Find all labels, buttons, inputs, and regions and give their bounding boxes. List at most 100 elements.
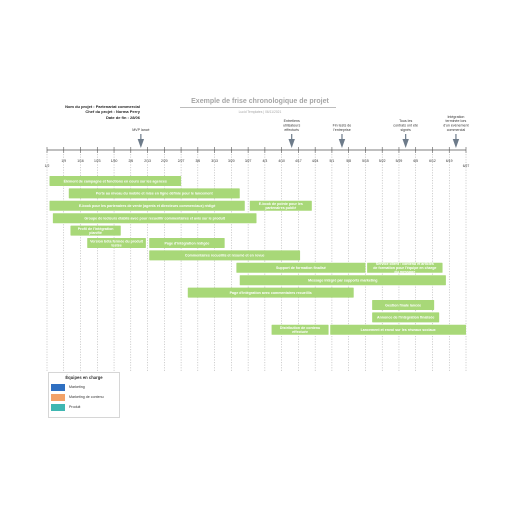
- project-manager-line: Chef du projet : Norma Perry: [85, 109, 140, 115]
- task-bar-rect: [52, 213, 257, 224]
- task-bar-rect: [330, 324, 466, 335]
- tick-label: 1/9: [61, 159, 66, 163]
- milestone-marker-icon: [137, 139, 145, 148]
- task-bar-rect: [149, 250, 301, 261]
- task-bar: Page d'intégration avec commentaires rec…: [187, 287, 354, 298]
- task-bar-label: Version bêta fermée du produit testée: [90, 239, 144, 247]
- task-bar-label: E-book de pointe pour les partenaires pub…: [259, 202, 303, 210]
- tick-label: 4/24: [312, 159, 319, 163]
- task-bar: Lancement et envoi sur les réseaux socia…: [330, 324, 466, 335]
- milestone-label: Tous les contrats ont été signés: [393, 119, 418, 132]
- milestone: Fin tests de l'entreprise: [333, 124, 352, 148]
- milestone-label: MVP lancé: [132, 128, 149, 132]
- title-underline: [180, 107, 336, 108]
- tick-label: 2/13: [144, 159, 151, 163]
- task-bar: Distribution de contenu effectuée: [271, 324, 329, 335]
- legend-label: Marketing: [69, 385, 85, 389]
- task-bar: E-book pour les partenaires de vente (ag…: [49, 200, 245, 211]
- task-bar-label: Lancement et envoi sur les réseaux socia…: [361, 328, 436, 332]
- task-bar-rect: [187, 287, 354, 298]
- task-bar-label: Commentaires recueillis et résumé et en …: [185, 254, 265, 258]
- tick-label: 5/1: [330, 159, 335, 163]
- task-bar: Gestion finale lancée: [372, 300, 435, 310]
- task-bar-label: Profil de l'intégration planifié: [78, 227, 114, 235]
- task-bar-label: Perte au niveau du mobile et mise en lig…: [96, 192, 214, 196]
- milestone-label: Fin tests de l'entreprise: [333, 124, 352, 132]
- tick-label: 5/29: [396, 159, 403, 163]
- milestones: MVP lancé Entretiens utilisateurs effectués…: [132, 115, 469, 148]
- tick-label: 3/6: [195, 159, 200, 163]
- task-bar-label: Gestion finale lancée: [385, 303, 421, 307]
- tick-label: 5/15: [362, 159, 369, 163]
- task-bar: Message intégré par supports marketing: [239, 275, 446, 286]
- milestone-label: Intégration terminée lors d'un événement co…: [443, 115, 468, 132]
- tick-label: 1/16: [77, 159, 84, 163]
- tick-label: 6/5: [413, 159, 418, 163]
- task-bar-rect: [87, 238, 146, 248]
- task-bar: Groupe de lecteurs établis avec pour rec…: [52, 213, 257, 224]
- task-bar-label: Page d'intégration rédigée: [164, 241, 209, 245]
- task-bar-rect: [249, 200, 312, 211]
- task-bar-label: Distribution de contenu effectuée: [280, 326, 320, 334]
- task-bar-label: Service client : contenu et articles de f…: [373, 262, 436, 274]
- task-bar: Perte au niveau du mobile et mise en lig…: [68, 188, 240, 199]
- page-subtitle: Lucid Templates | 06/11/2021: [238, 110, 282, 114]
- tick-label: 6/12: [429, 159, 436, 163]
- milestone: Tous les contrats ont été signés: [393, 119, 418, 148]
- milestone-label: Entretiens utilisateurs effectués: [283, 119, 300, 132]
- tick-label: 3/27: [245, 159, 252, 163]
- tick-label: 1/23: [94, 159, 101, 163]
- tick-label: 6/19: [446, 159, 453, 163]
- milestone-marker-icon: [288, 139, 295, 148]
- timeline-axis: 1/2 1/9 1/16 1/23 1/30 2/6 2/13 2/20 2/27 3/6 3/13…: [45, 147, 470, 168]
- task-bar: E-book de pointe pour les partenaires pub…: [249, 200, 312, 211]
- task-bar-rect: [68, 188, 240, 199]
- legend-title: Équipes en charge: [65, 375, 103, 380]
- legend: Équipes en charge Marketing Marketing de…: [48, 372, 120, 418]
- legend-item-content-marketing: Marketing de contenu: [51, 393, 104, 401]
- tick-label: 2/27: [178, 159, 185, 163]
- tick-label: 6/27: [463, 164, 470, 168]
- milestone-marker-icon: [402, 139, 409, 148]
- project-end-date-line: Date de fin : 28/06: [105, 114, 140, 120]
- tick-label: 4/10: [278, 159, 285, 163]
- task-bar-rect: [236, 262, 366, 273]
- task-bar-rect: [49, 176, 182, 186]
- tick-label: 5/22: [379, 159, 386, 163]
- task-bar-rect: [49, 200, 245, 211]
- tick-label: 5/8: [346, 159, 351, 163]
- task-bar: Profil de l'intégration planifié: [70, 225, 121, 236]
- task-bar-label: Groupe de lecteurs établis avec pour rec…: [84, 217, 225, 221]
- tick-label: 2/20: [161, 159, 168, 163]
- task-bar-label: Page d'intégration avec commentaires rec…: [230, 291, 312, 295]
- page-title: Exemple de frise chronologique de projet: [191, 98, 329, 105]
- project-name-line: Nom du projet : Partenariat commercial: [65, 104, 140, 109]
- task-bar: Support de formation finalisé: [236, 262, 366, 273]
- task-bar-rect: [271, 324, 329, 335]
- task-bar: Version bêta fermée du produit testée: [87, 238, 146, 248]
- milestone: Intégration terminée lors d'un événement co…: [443, 115, 469, 148]
- tick-label: 4/17: [295, 159, 302, 163]
- tick-label: 1/30: [111, 159, 118, 163]
- legend-label: Marketing de contenu: [69, 395, 104, 399]
- legend-swatch-product: [51, 403, 65, 411]
- milestone: Entretiens utilisateurs effectués: [283, 119, 300, 148]
- task-bar-rect: [70, 225, 121, 236]
- legend-swatch-marketing: [51, 383, 65, 391]
- task-bar-rect: [239, 275, 446, 286]
- milestone: MVP lancé: [132, 128, 150, 148]
- task-bars: Élément de campagne et fonctions en cour…: [49, 176, 466, 335]
- tick-label: 3/13: [211, 159, 218, 163]
- legend-label: Produit: [69, 405, 81, 409]
- task-bar: Commentaires recueillis et résumé et en …: [149, 250, 301, 261]
- task-bar-rect: [149, 238, 225, 248]
- tick-label: 3/20: [228, 159, 235, 163]
- task-bar: Page d'intégration rédigée: [149, 238, 225, 248]
- project-info: Nom du projet : Partenariat commercial C…: [40, 104, 140, 120]
- tick-label: 4/3: [263, 159, 268, 163]
- legend-swatch-content-marketing: [51, 393, 65, 401]
- task-bar-rect: [372, 312, 440, 323]
- task-bar-label: E-book pour les partenaires de vente (ag…: [79, 204, 216, 208]
- task-bar-rect: [367, 262, 443, 273]
